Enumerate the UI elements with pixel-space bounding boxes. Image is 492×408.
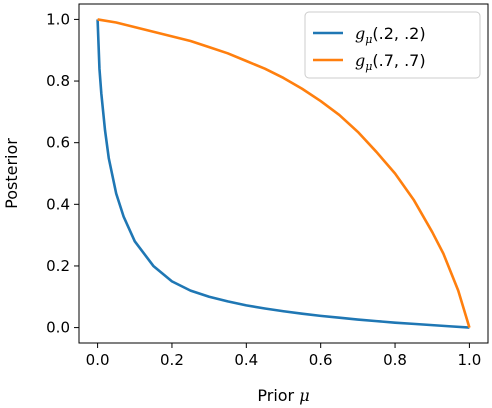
y-tick-label: 0.0 bbox=[46, 319, 70, 337]
y-tick-label: 0.4 bbox=[46, 195, 70, 213]
x-tick-label: 0.8 bbox=[383, 351, 407, 369]
series-line-2 bbox=[97, 18, 471, 328]
x-axis-label: Prior μ bbox=[257, 386, 309, 405]
x-tick-label: 0.4 bbox=[234, 351, 258, 369]
y-axis-ticks: 0.0 0.2 0.4 0.6 0.8 1.0 bbox=[46, 10, 79, 337]
legend-fn: g bbox=[355, 24, 365, 43]
x-axis-label-text: Prior bbox=[257, 386, 299, 405]
legend-sub: μ bbox=[365, 60, 372, 73]
legend: gμ(.2, .2)gμ(.7, .7) bbox=[304, 11, 481, 79]
y-tick-label: 0.8 bbox=[46, 72, 70, 90]
series-lines bbox=[96, 18, 471, 329]
legend-sub: μ bbox=[365, 33, 372, 46]
y-tick-label: 1.0 bbox=[46, 10, 70, 28]
legend-label-1: gμ(.2, .2) bbox=[355, 24, 426, 46]
plot-frame bbox=[78, 3, 489, 344]
x-tick-label: 1.0 bbox=[457, 351, 481, 369]
series-line-1 bbox=[96, 19, 470, 329]
x-tick-label: 0.0 bbox=[86, 351, 110, 369]
y-tick-label: 0.6 bbox=[46, 134, 70, 152]
x-tick-label: 0.2 bbox=[160, 351, 184, 369]
legend-args: (.7, .7) bbox=[372, 51, 425, 70]
legend-box bbox=[304, 11, 481, 79]
x-tick-label: 0.6 bbox=[309, 351, 333, 369]
x-axis-ticks: 0.0 0.2 0.4 0.6 0.8 1.0 bbox=[86, 343, 481, 369]
y-tick-label: 0.2 bbox=[46, 257, 70, 275]
legend-fn: g bbox=[355, 51, 365, 70]
y-axis-label: Posterior bbox=[2, 138, 21, 209]
legend-args: (.2, .2) bbox=[372, 24, 425, 43]
x-axis-label-symbol: μ bbox=[299, 386, 309, 405]
legend-label-2: gμ(.7, .7) bbox=[355, 51, 426, 73]
